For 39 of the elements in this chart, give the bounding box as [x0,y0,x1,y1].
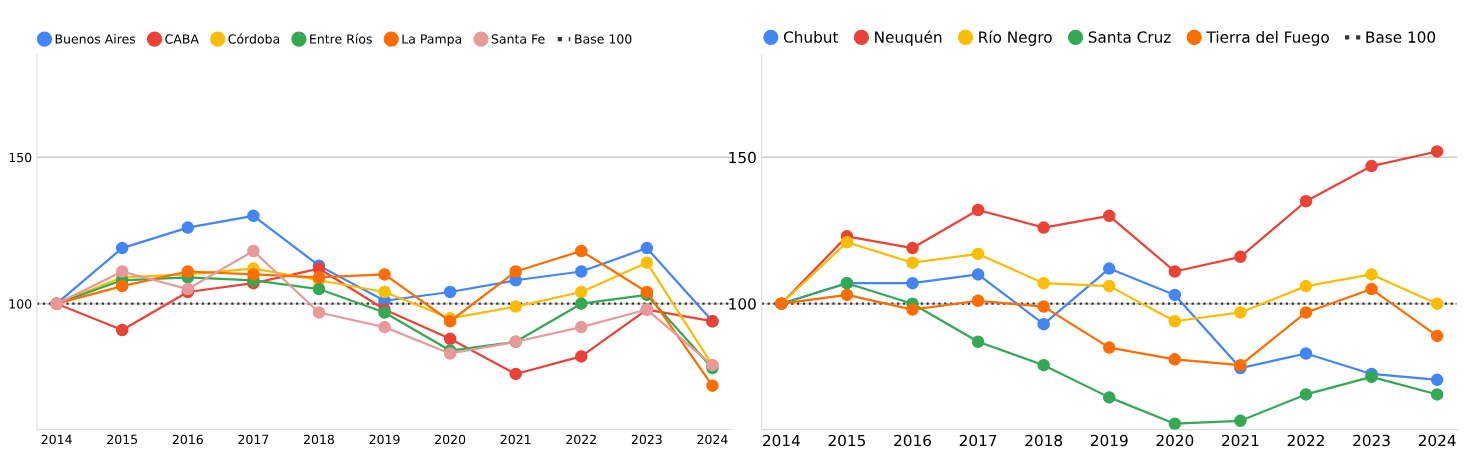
x-tick-label: 2016 [894,434,931,447]
y-tick-label: 100 [729,298,756,310]
x-tick-label: 2021 [500,434,531,445]
legend-label: La Pampa [402,34,462,47]
x-tick-label: 2015 [828,434,866,447]
x-tick-label: 2024 [697,434,728,445]
x-tick-label: 2018 [303,434,335,445]
legend-label: Santa Cruz [1088,31,1171,43]
x-tick-label: 2017 [959,434,997,447]
x-tick-label: 2014 [763,434,800,447]
legend-label: Neuquén [875,30,942,46]
x-tick-label: 2015 [107,434,138,445]
x-tick-label: 2017 [238,434,269,445]
x-tick-label: 2020 [1156,434,1194,447]
x-tick-label: 2019 [369,434,400,445]
x-tick-label: 2023 [631,434,662,445]
legend-label: CABA [165,34,199,44]
legend-label: Tierra del Fuego [1206,31,1329,46]
y-tick-label: 150 [729,151,756,164]
x-tick-label: 2018 [1025,434,1063,447]
x-tick-label: 2019 [1090,434,1128,447]
legend-label: Chubut [783,31,839,43]
x-tick-label: 2014 [41,434,72,445]
legend-label: Santa Fe [491,34,545,44]
x-tick-label: 2022 [566,434,596,445]
y-tick-label: 150 [9,152,32,163]
x-tick-label: 2022 [1287,434,1324,447]
legend-label: Base 100 [1366,31,1436,43]
legend-label: Buenos Aires [55,34,136,44]
legend-label: Entre Ríos [310,33,372,44]
x-tick-label: 2021 [1222,434,1259,447]
legend-label: Río Negro [979,30,1052,46]
x-tick-label: 2016 [172,434,203,445]
legend-label: Córdoba [228,33,280,44]
legend-label: Base 100 [575,34,632,44]
x-tick-label: 2020 [435,434,466,445]
x-tick-label: 2023 [1353,434,1390,447]
y-tick-label: 100 [9,299,32,309]
x-tick-label: 2024 [1418,434,1456,447]
